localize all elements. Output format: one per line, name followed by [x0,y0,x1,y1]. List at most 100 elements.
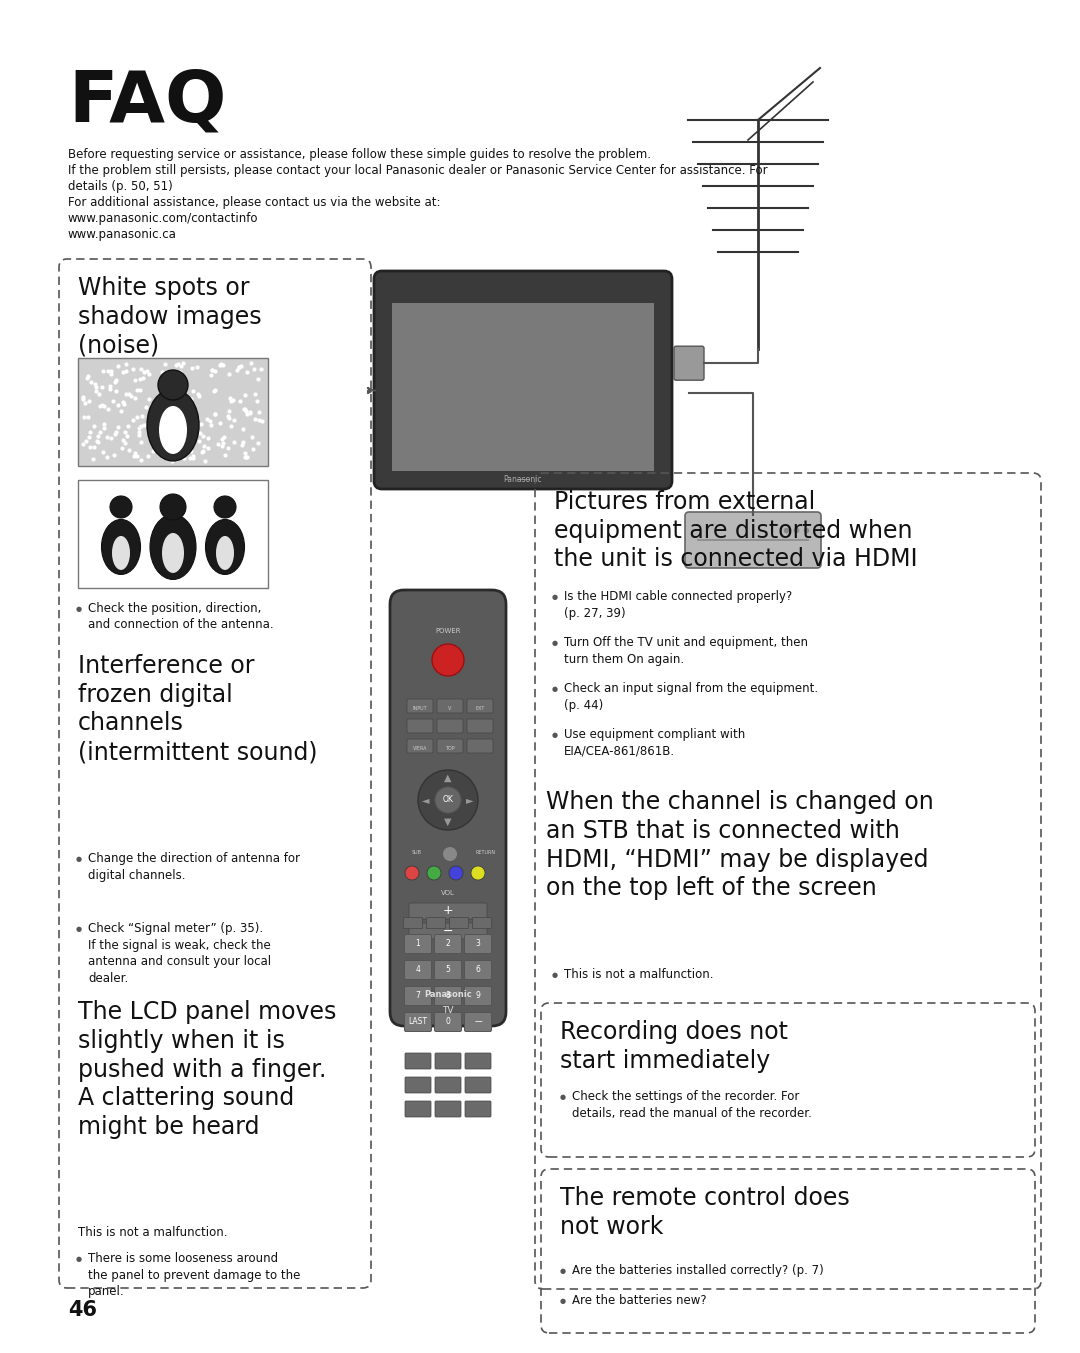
Point [239,403,256,425]
Point [206,403,224,425]
Point [149,402,166,423]
Point [86,380,104,402]
Point [205,380,222,402]
Text: ●: ● [552,640,558,645]
Text: Before requesting service or assistance, please follow these simple guides to re: Before requesting service or assistance,… [68,147,651,161]
Point [174,352,191,373]
Point [173,387,190,409]
Point [183,440,200,461]
Text: There is some looseness around
the panel to prevent damage to the
panel.: There is some looseness around the panel… [87,1252,300,1298]
Point [85,436,103,457]
Point [139,445,157,467]
Point [132,368,149,390]
FancyBboxPatch shape [434,1012,461,1031]
Point [129,379,146,400]
Point [189,409,206,430]
Point [132,415,149,437]
Ellipse shape [214,497,237,518]
Point [241,402,258,423]
FancyBboxPatch shape [465,1101,491,1118]
Text: Panasonic: Panasonic [503,475,542,484]
Point [117,421,134,442]
Point [75,433,92,455]
Point [168,421,186,442]
Point [114,361,132,383]
Text: Interference or
frozen digital
channels
(intermittent sound): Interference or frozen digital channels … [78,653,318,764]
Point [130,421,147,442]
Point [134,406,151,428]
Point [140,388,158,410]
Point [225,409,242,430]
Point [75,386,92,407]
Text: Turn Off the TV unit and equipment, then
turn them On again.: Turn Off the TV unit and equipment, then… [564,636,808,666]
Point [237,400,254,422]
Point [84,448,102,469]
Point [148,407,165,429]
FancyBboxPatch shape [390,590,507,1026]
Point [219,406,237,428]
Point [167,354,185,376]
Point [203,360,220,382]
Point [93,376,110,398]
Point [99,398,117,419]
Point [135,368,152,390]
Bar [392,303,654,471]
FancyBboxPatch shape [473,917,491,928]
Text: 4: 4 [416,966,420,974]
FancyBboxPatch shape [465,1053,491,1069]
Point [237,384,254,406]
FancyBboxPatch shape [464,961,491,980]
Point [151,368,168,390]
Text: Panasonic: Panasonic [424,990,472,999]
Circle shape [427,866,441,879]
Point [95,413,112,434]
Circle shape [405,866,419,879]
Point [215,426,232,448]
Point [222,414,240,436]
Text: ●: ● [552,971,558,978]
Point [172,354,189,376]
Text: 1: 1 [416,939,420,948]
Text: 2: 2 [446,939,450,948]
Point [105,444,122,465]
Point [119,425,136,446]
Point [191,422,208,444]
FancyBboxPatch shape [405,1101,431,1118]
Point [137,396,154,418]
FancyBboxPatch shape [434,986,461,1005]
Point [184,380,201,402]
Point [105,390,122,411]
Point [123,386,140,407]
FancyBboxPatch shape [405,1077,431,1093]
Bar [78,480,268,589]
Ellipse shape [160,494,186,520]
Point [80,365,97,387]
Text: 6: 6 [475,966,481,974]
Point [237,442,254,464]
Point [181,448,199,469]
Point [153,361,171,383]
Text: 9: 9 [475,992,481,1000]
FancyBboxPatch shape [437,700,463,713]
Text: White spots or
shadow images
(noise): White spots or shadow images (noise) [78,276,261,357]
Ellipse shape [159,406,187,455]
Point [221,387,239,409]
Point [239,446,256,468]
Bar [78,359,268,465]
Point [184,357,201,379]
Point [82,421,99,442]
FancyBboxPatch shape [407,700,433,713]
Point [183,388,200,410]
Text: details (p. 50, 51): details (p. 50, 51) [68,180,173,193]
Point [203,359,220,380]
Point [120,383,137,405]
Point [220,363,238,384]
Point [77,392,94,414]
Text: VOL: VOL [441,890,455,896]
Text: ●: ● [76,925,82,932]
Point [95,395,112,417]
Point [214,354,231,376]
Point [133,430,150,452]
Text: ●: ● [561,1095,566,1100]
Point [232,356,249,377]
